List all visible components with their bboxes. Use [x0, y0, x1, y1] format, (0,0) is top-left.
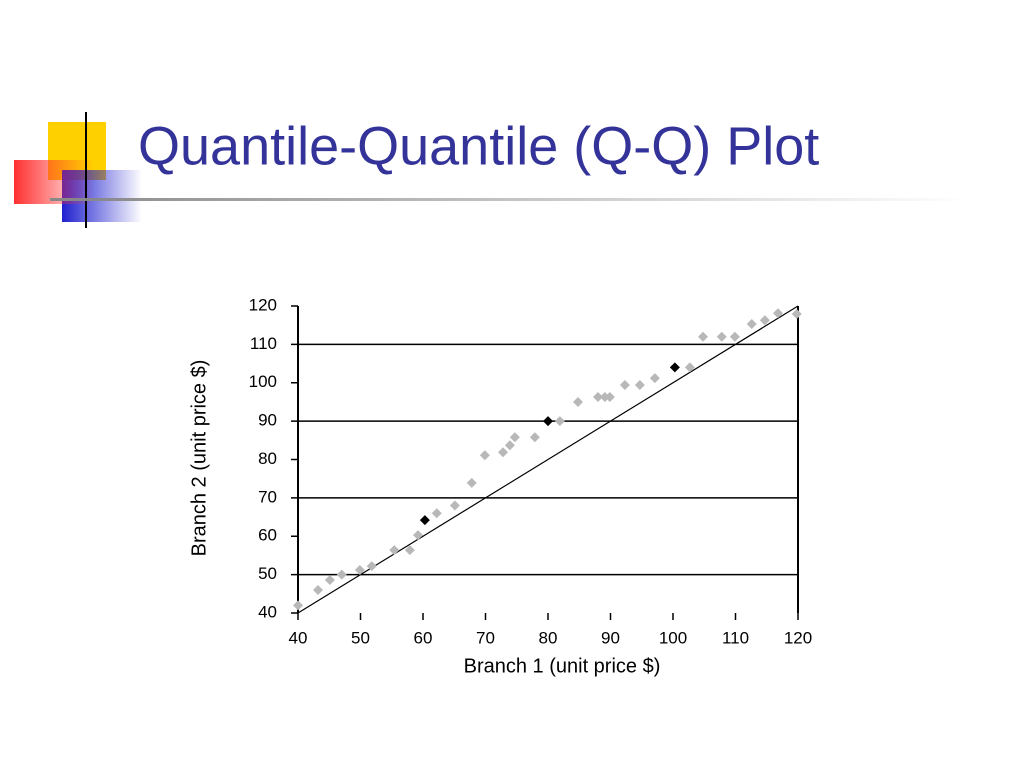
point	[604, 391, 615, 402]
point	[669, 362, 680, 373]
point	[509, 432, 520, 443]
point	[634, 380, 645, 391]
point	[593, 391, 603, 402]
x-tick-label: 60	[414, 628, 433, 647]
point	[698, 331, 708, 342]
x-tick-label: 100	[659, 628, 687, 647]
point	[404, 545, 415, 556]
title-rule	[50, 198, 970, 201]
point	[504, 440, 515, 451]
point	[573, 396, 583, 407]
point	[773, 308, 783, 319]
x-tick-label: 90	[601, 628, 620, 647]
y-tick-label: 100	[249, 372, 277, 391]
point	[498, 447, 508, 458]
point	[543, 416, 553, 427]
point	[293, 600, 303, 611]
decor-square	[14, 160, 94, 204]
y-tick-label: 60	[258, 526, 277, 545]
plot-area: 40 50 60 70 80 90 100 110 120 40 50 60 70 80 90 100 110 1…	[249, 295, 813, 647]
x-tick-label: 40	[289, 628, 308, 647]
y-tick-label: 80	[258, 449, 277, 468]
point	[619, 380, 630, 391]
y-axis-label: Branch 2 (unit price $)	[188, 360, 210, 557]
point	[479, 450, 490, 461]
point	[716, 331, 727, 342]
x-tick-label: 70	[476, 628, 495, 647]
x-tick-label: 50	[351, 628, 370, 647]
point	[529, 432, 540, 443]
point	[431, 508, 442, 519]
point	[354, 565, 365, 576]
y-tick-label: 110	[250, 334, 277, 353]
point	[413, 530, 423, 541]
y-tick-label: 120	[249, 295, 277, 314]
y-tick-label: 50	[258, 564, 277, 583]
point	[746, 319, 757, 330]
point	[649, 373, 660, 384]
point	[554, 416, 565, 427]
x-tick-label: 110	[722, 628, 749, 647]
point	[366, 561, 377, 572]
point	[684, 362, 695, 373]
point	[449, 500, 460, 511]
x-tick-label: 80	[539, 628, 558, 647]
y-tick-label: 40	[258, 602, 277, 621]
y-tick-label: 70	[258, 487, 277, 506]
point	[419, 515, 430, 526]
point	[759, 315, 770, 326]
reference-line	[297, 305, 799, 614]
x-axis-label: Branch 1 (unit price $)	[464, 655, 661, 677]
point	[389, 545, 400, 556]
point	[466, 477, 477, 488]
point	[324, 574, 335, 585]
point	[729, 331, 740, 342]
y-tick-label: 90	[258, 411, 277, 430]
point	[791, 309, 802, 320]
point	[313, 584, 323, 595]
x-tick-label: 120	[784, 628, 812, 647]
slide-title: Quantile-Quantile (Q-Q) Plot	[138, 116, 819, 176]
point	[336, 569, 347, 580]
